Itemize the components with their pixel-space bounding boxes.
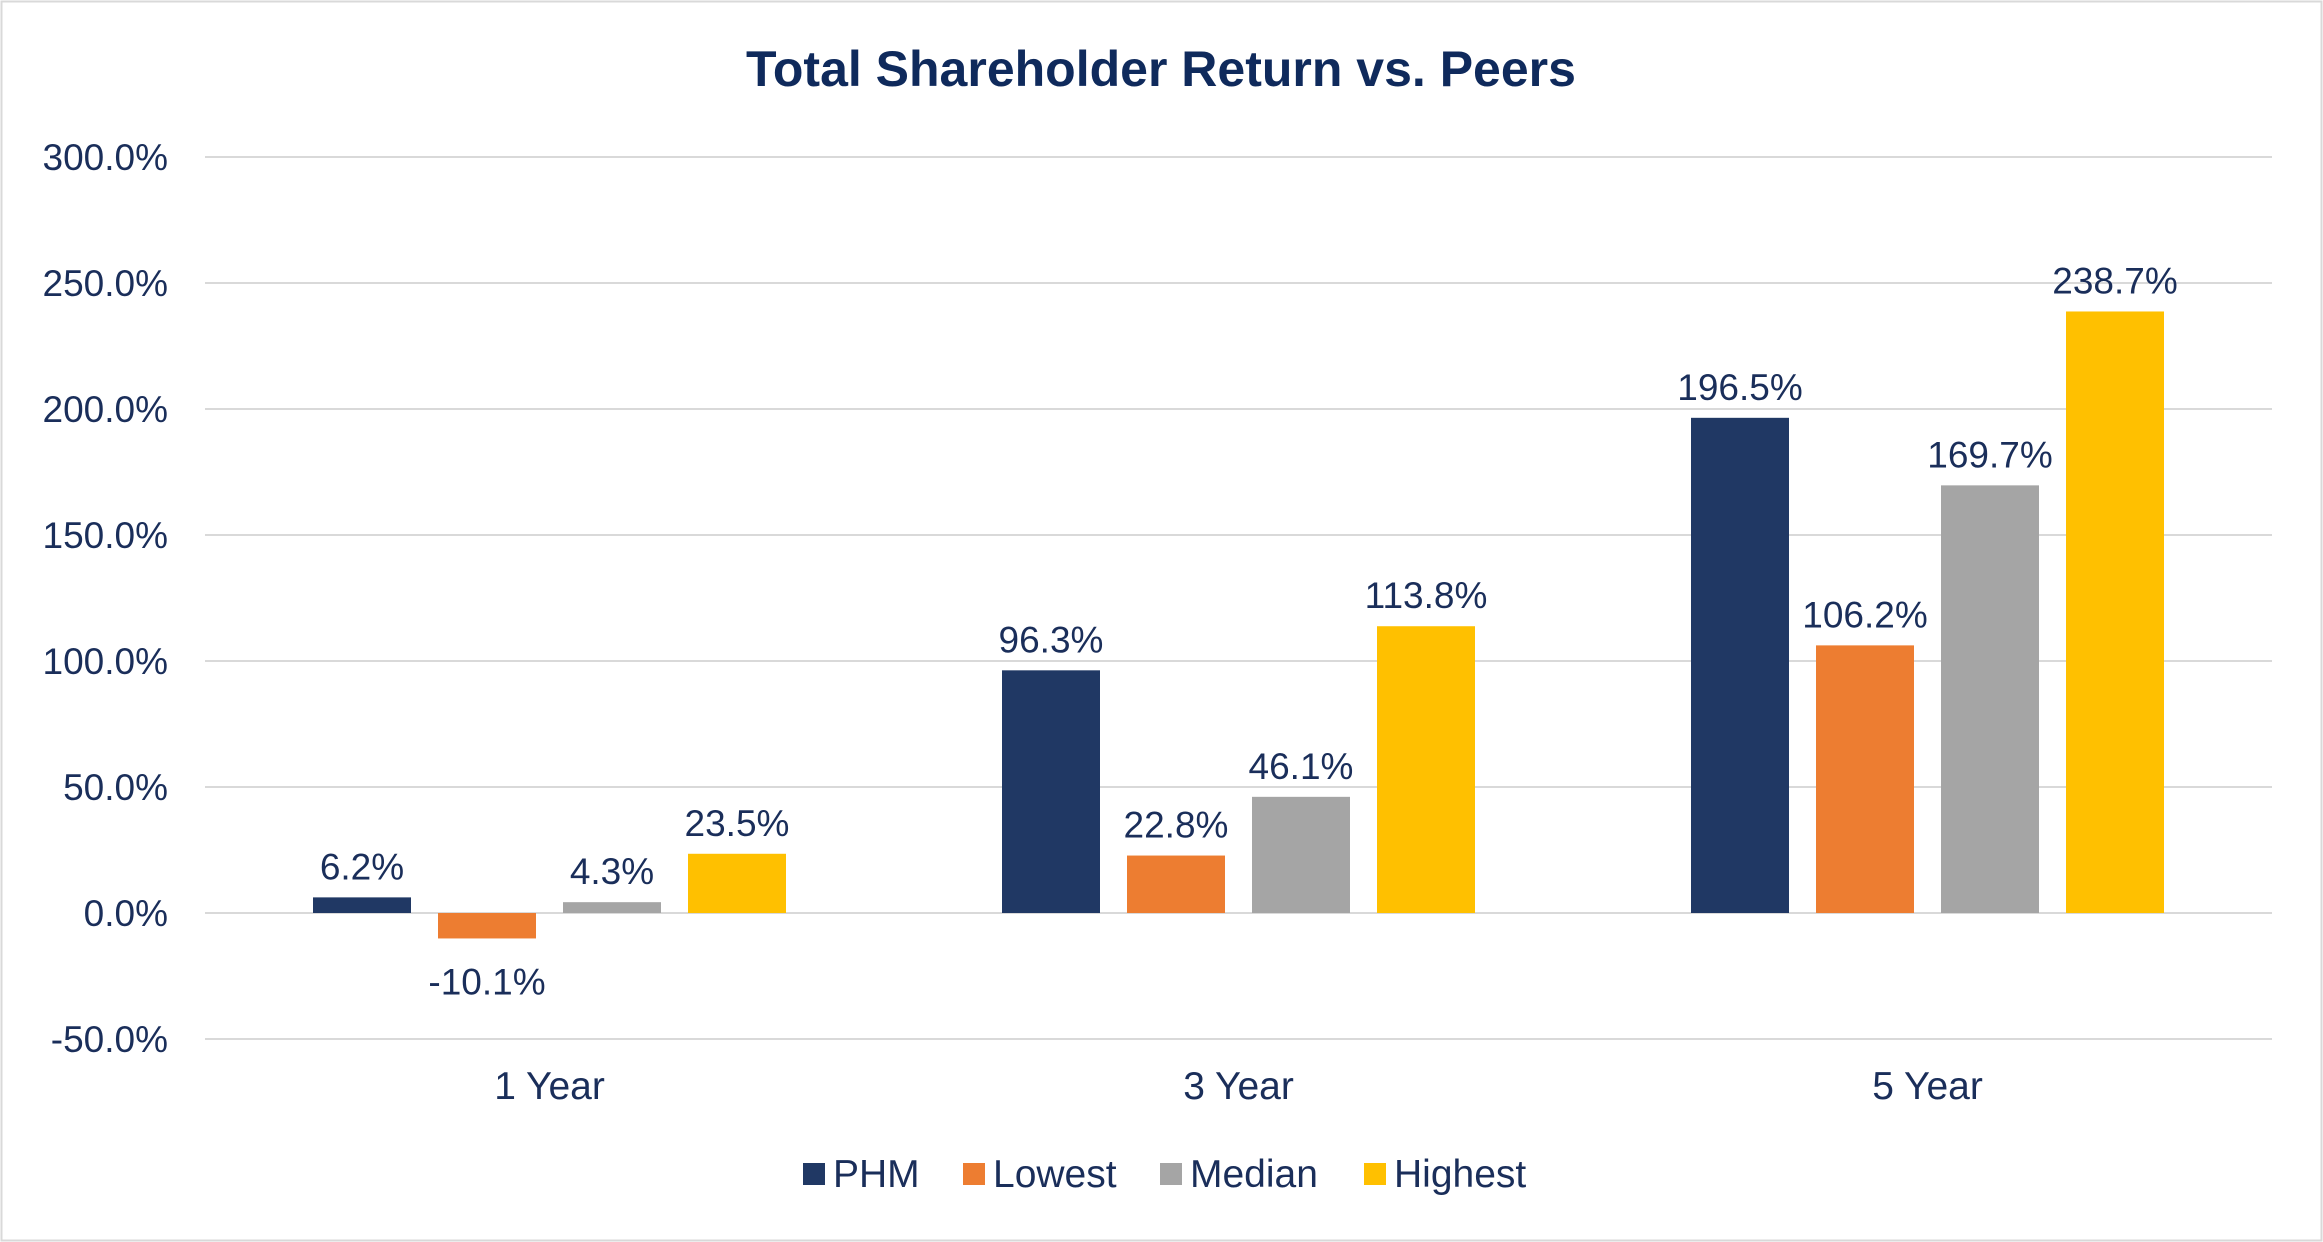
chart-title: Total Shareholder Return vs. Peers: [746, 41, 1576, 97]
data-label: 4.3%: [570, 851, 654, 892]
bar-phm-5-year: [1691, 417, 1789, 913]
bar-median-3-year: [1252, 796, 1350, 913]
bar-highest-5-year: [2066, 311, 2164, 913]
y-tick-label: 250.0%: [43, 263, 169, 304]
y-tick-label: 200.0%: [43, 389, 169, 430]
data-label: 96.3%: [999, 619, 1104, 660]
y-tick-label: 0.0%: [84, 893, 168, 934]
data-label: 196.5%: [1677, 367, 1803, 408]
legend-label-phm: PHM: [833, 1153, 920, 1196]
y-tick-label: -50.0%: [51, 1019, 168, 1060]
legend-swatch-highest: [1364, 1163, 1386, 1185]
data-labels: 6.2% -10.1% 4.3% 23.5% 96.3% 22.8% 46.1% 113.8%…: [320, 260, 2178, 1002]
bar-phm-3-year: [1002, 670, 1100, 913]
y-axis-ticks: 300.0% 250.0% 200.0% 150.0% 100.0% 50.0% 0.0% -…: [43, 137, 169, 1060]
legend-swatch-lowest: [963, 1163, 985, 1185]
data-label: 106.2%: [1802, 594, 1928, 635]
y-tick-label: 100.0%: [43, 641, 169, 682]
bar-lowest-1-year: [438, 913, 536, 939]
bar-highest-1-year: [688, 853, 786, 913]
legend-label-median: Median: [1190, 1153, 1318, 1196]
legend-label-lowest: Lowest: [993, 1153, 1117, 1196]
data-label: 6.2%: [320, 846, 404, 887]
x-category-label: 1 Year: [494, 1065, 605, 1108]
data-label: 23.5%: [685, 803, 790, 844]
data-label: 22.8%: [1124, 805, 1229, 846]
bar-lowest-3-year: [1127, 855, 1225, 913]
bar-median-1-year: [563, 902, 661, 913]
legend-swatch-phm: [803, 1163, 825, 1185]
y-tick-label: 150.0%: [43, 515, 169, 556]
data-label: 169.7%: [1927, 434, 2053, 475]
data-label: 238.7%: [2052, 260, 2178, 301]
gridlines: [205, 156, 2272, 1040]
data-label: 113.8%: [1365, 575, 1488, 616]
legend-label-highest: Highest: [1394, 1153, 1526, 1196]
data-label: -10.1%: [428, 961, 545, 1002]
bar-lowest-5-year: [1816, 645, 1914, 913]
x-axis-categories: 1 Year 3 Year 5 Year: [494, 1065, 1983, 1108]
x-category-label: 3 Year: [1183, 1065, 1294, 1108]
y-tick-label: 50.0%: [63, 767, 168, 808]
data-label: 46.1%: [1249, 746, 1354, 787]
bar-phm-1-year: [313, 897, 411, 913]
legend: PHM Lowest Median Highest: [803, 1153, 1526, 1196]
legend-swatch-median: [1160, 1163, 1182, 1185]
x-category-label: 5 Year: [1872, 1065, 1983, 1108]
bar-median-5-year: [1941, 485, 2039, 913]
y-tick-label: 300.0%: [43, 137, 169, 178]
bars: [313, 311, 2164, 939]
bar-highest-3-year: [1377, 626, 1475, 913]
